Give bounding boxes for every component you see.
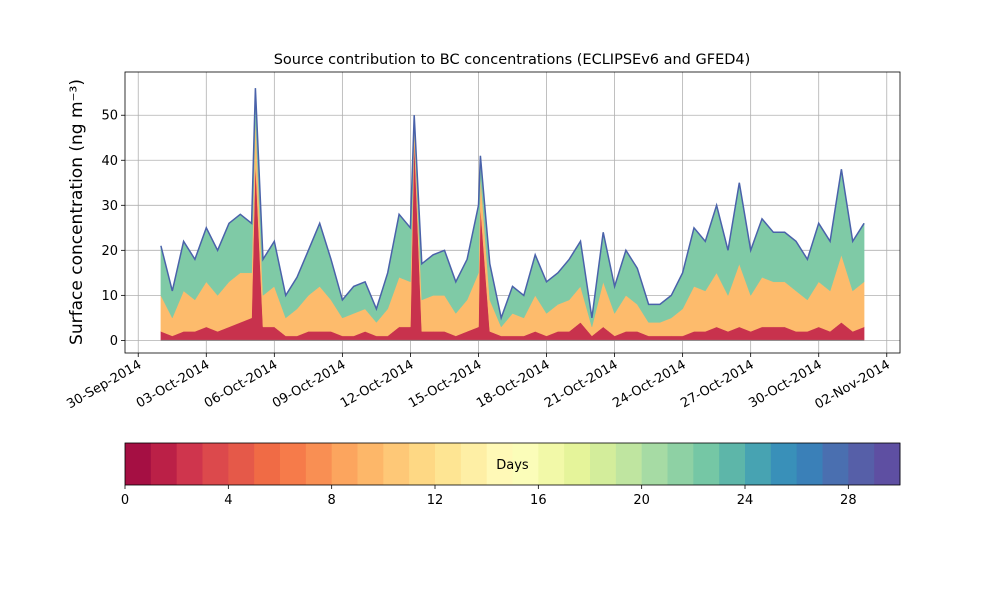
colorbar-swatch (822, 443, 849, 485)
colorbar-tick-label: 12 (427, 493, 444, 508)
colorbar-tick-label: 24 (737, 493, 754, 508)
colorbar-swatch (305, 443, 333, 485)
x-tick-label: 09-Oct-2014 (270, 357, 348, 411)
colorbar-swatch (125, 443, 152, 485)
colorbar-swatch (254, 443, 281, 485)
colorbar-tick-label: 8 (328, 493, 336, 508)
colorbar-swatch (796, 443, 823, 485)
x-tick-label: 21-Oct-2014 (542, 357, 620, 411)
colorbar-swatch (357, 443, 384, 485)
x-tick-label: 15-Oct-2014 (406, 357, 484, 411)
colorbar-swatch (770, 443, 798, 485)
y-tick-label: 10 (101, 289, 118, 304)
colorbar-swatch (590, 443, 617, 485)
colorbar-swatch (615, 443, 643, 485)
x-tick-label: 12-Oct-2014 (338, 357, 416, 411)
colorbar-swatch (538, 443, 565, 485)
x-tick-label: 02-Nov-2014 (812, 357, 892, 412)
colorbar-swatch (486, 443, 513, 485)
colorbar-swatch (383, 443, 410, 485)
area-edge (160, 88, 865, 321)
colorbar-frame (124, 442, 901, 486)
colorbar-swatch (667, 443, 694, 485)
colorbar-swatch (512, 443, 539, 485)
y-axis-label: Surface concentration (ng m⁻³) (67, 79, 87, 345)
colorbar-swatch (641, 443, 668, 485)
colorbar-swatch (228, 443, 255, 485)
colorbar-tick-label: 16 (530, 493, 547, 508)
x-tick-label: 24-Oct-2014 (610, 357, 688, 411)
colorbar-swatch (460, 443, 488, 485)
x-tick-label: 30-Oct-2014 (746, 357, 824, 411)
colorbar-tick-label: 4 (224, 493, 232, 508)
x-tick-label: 30-Sep-2014 (64, 357, 144, 412)
plot-area: 0 10 20 30 40 50 30-Sep-201403-Oct-201406-Oct-… (64, 72, 900, 412)
colorbar-tick-label: 28 (840, 493, 857, 508)
colorbar-swatch (848, 443, 875, 485)
colorbar-swatch (409, 443, 436, 485)
colorbar-swatch (331, 443, 358, 485)
colorbar-swatch (202, 443, 229, 485)
chart-title: Source contribution to BC concentrations… (274, 52, 751, 68)
colorbar-swatch (693, 443, 720, 485)
x-tick-label: 27-Oct-2014 (678, 357, 756, 411)
colorbar-tick-label: 0 (121, 493, 129, 508)
colorbar-label: Days (496, 458, 529, 473)
x-tick-label: 06-Oct-2014 (202, 357, 280, 411)
colorbar: 0 4 8 12 16 20 24 28 Days (121, 443, 901, 508)
colorbar-swatch (874, 443, 901, 485)
axes-frame (124, 71, 901, 354)
y-tick-label: 0 (110, 334, 118, 349)
y-tick-label: 30 (101, 199, 118, 214)
colorbar-tick-label: 20 (633, 493, 650, 508)
colorbar-swatch (150, 443, 178, 485)
colorbar-swatch (564, 443, 591, 485)
y-tick-label: 40 (101, 154, 118, 169)
x-tick-label: 03-Oct-2014 (134, 357, 212, 411)
colorbar-swatch (719, 443, 746, 485)
colorbar-swatch (280, 443, 307, 485)
y-tick-label: 50 (101, 109, 118, 124)
y-tick-label: 20 (101, 244, 118, 259)
colorbar-swatch (176, 443, 203, 485)
x-tick-label: 18-Oct-2014 (474, 357, 552, 411)
colorbar-swatch (745, 443, 772, 485)
colorbar-swatch (435, 443, 462, 485)
